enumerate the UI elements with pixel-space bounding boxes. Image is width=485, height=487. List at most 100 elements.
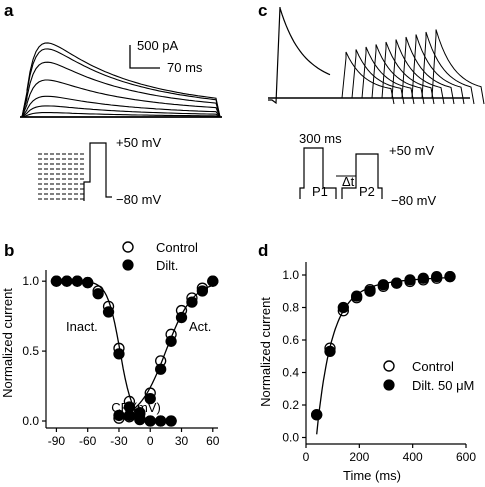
panel-d-y-tick-label: 0.0 bbox=[282, 431, 299, 445]
panel-d-x-tick-label: 600 bbox=[456, 450, 476, 464]
panel-a-protocol-high: +50 mV bbox=[116, 135, 161, 150]
panel-d-y-tick-label: 0.2 bbox=[282, 398, 299, 412]
panel-d-dilt-point bbox=[337, 301, 349, 314]
panel-a-scale-current: 500 pA bbox=[137, 38, 179, 53]
panel-b-act-fit-curve bbox=[118, 284, 214, 418]
panel-b-dilt-point bbox=[102, 306, 115, 318]
panel-c-p2-trace bbox=[421, 31, 475, 105]
panel-b-act-annotation: Act. bbox=[189, 319, 211, 334]
panel-d-legend-open-marker bbox=[383, 360, 395, 372]
panel-d-dilt-point bbox=[431, 270, 443, 283]
panel-b-inact-annotation: Inact. bbox=[66, 319, 98, 334]
panel-b-xlabel: CP (mV) bbox=[111, 400, 161, 415]
panel-b-legend-filled-marker bbox=[122, 259, 134, 271]
panel-b-dilt-point bbox=[82, 276, 94, 289]
panel-b-legend-control: Control bbox=[156, 240, 198, 255]
panel-c-letter: c bbox=[258, 1, 267, 20]
panel-d-fit-curve bbox=[316, 277, 450, 435]
panel-d-dilt-point bbox=[377, 279, 389, 291]
panel-b-dilt-point bbox=[92, 288, 104, 300]
panel-c-p2-trace bbox=[361, 46, 415, 105]
panel-b-letter: b bbox=[4, 241, 14, 260]
panel-a-protocol-low: −80 mV bbox=[116, 192, 161, 207]
panel-d-letter: d bbox=[258, 241, 268, 260]
panel-a-current-traces bbox=[20, 42, 222, 118]
panel-a-test-pulse bbox=[83, 142, 112, 201]
panel-c-p2-trace bbox=[401, 36, 455, 105]
panel-d-dilt-point bbox=[444, 270, 456, 283]
panel-d-x-tick-label: 200 bbox=[349, 450, 369, 464]
panel-b-dilt-point bbox=[113, 348, 125, 360]
panel-d-dilt-point bbox=[417, 272, 429, 284]
panel-a-trace bbox=[21, 42, 221, 118]
panel-b-dilt-point bbox=[186, 296, 198, 308]
panel-c-p2-trace bbox=[431, 29, 485, 105]
panel-b-x-tick-label: 0 bbox=[147, 434, 154, 448]
panel-b-y-tick-label: 0.0 bbox=[22, 414, 39, 428]
panel-d-chart: 0 200 400 600 0.0 0.2 0.4 0.6 0.8 1.0 bbox=[282, 262, 476, 464]
panel-d-ylabel: Normalized current bbox=[258, 297, 273, 407]
panel-c-p2-pulse bbox=[341, 153, 383, 199]
panel-b: b -90 -60 -30 0 30 60 0.0 0.5 1.0 CP (mV) Normal… bbox=[0, 240, 220, 448]
panel-c-p2-trace bbox=[341, 51, 395, 105]
panel-d-legend-control: Control bbox=[412, 359, 454, 374]
panel-b-x-tick-label: -30 bbox=[110, 434, 128, 448]
panel-c-interval-label: Δt bbox=[342, 174, 355, 189]
panel-b-dilt-point bbox=[165, 415, 177, 427]
panel-c-pulse-duration: 300 ms bbox=[299, 131, 342, 146]
panel-b-dilt-point bbox=[50, 275, 63, 287]
panel-a-trace bbox=[21, 61, 221, 118]
panel-a-trace bbox=[21, 95, 221, 118]
panel-d-legend-filled-marker bbox=[383, 379, 395, 391]
panel-d-x-tick-label: 0 bbox=[303, 450, 310, 464]
panel-c-p2-trace bbox=[381, 41, 435, 105]
panel-d-dilt-point bbox=[324, 345, 336, 358]
panel-b-ylabel: Normalized current bbox=[0, 288, 15, 398]
panel-c-protocol-high: +50 mV bbox=[389, 143, 434, 158]
panel-c-p2-trace bbox=[351, 49, 405, 105]
panel-b-dilt-point bbox=[71, 275, 83, 287]
panel-b-dilt-point bbox=[134, 406, 146, 419]
panel-d: d 0 200 400 600 0.0 0.2 0.4 0.6 0.8 1.0 Time (ms)… bbox=[258, 241, 476, 483]
panel-c-protocol-low: −80 mV bbox=[391, 193, 436, 208]
panel-b-legend-open-marker bbox=[122, 241, 134, 253]
panel-d-dilt-point bbox=[364, 285, 376, 297]
panel-b-x-tick-label: 60 bbox=[206, 434, 220, 448]
panel-a-trace bbox=[21, 48, 221, 118]
panel-a: a 500 pA 70 ms +50 mV −80 mV bbox=[4, 1, 222, 207]
panel-b-x-tick-label: -60 bbox=[79, 434, 97, 448]
panel-c-p1-label: P1 bbox=[312, 184, 328, 199]
panel-b-legend: Control Dilt. bbox=[122, 240, 198, 273]
panel-d-y-tick-label: 0.4 bbox=[282, 366, 299, 380]
panel-a-trace bbox=[21, 79, 221, 118]
panel-d-legend: Control Dilt. 50 μM bbox=[383, 359, 474, 393]
panel-d-dilt-point bbox=[404, 274, 416, 286]
panel-a-trace bbox=[21, 105, 221, 118]
panel-d-x-tick-label: 400 bbox=[403, 450, 423, 464]
panel-c-voltage-protocol bbox=[299, 147, 383, 199]
panel-c: c 300 ms Δt P1 P2 +50 mV −80 mV bbox=[258, 1, 485, 208]
panel-c-p2-trace bbox=[391, 39, 445, 105]
panel-c-p2-label: P2 bbox=[359, 184, 375, 199]
panel-c-p1-trace bbox=[268, 6, 331, 105]
panel-d-xlabel: Time (ms) bbox=[343, 468, 401, 483]
panel-c-current-traces bbox=[268, 6, 485, 105]
panel-b-legend-dilt: Dilt. bbox=[156, 258, 178, 273]
panel-d-dilt-point bbox=[351, 290, 363, 302]
panel-b-dilt-point bbox=[155, 415, 167, 427]
panel-b-dilt-point bbox=[144, 392, 156, 405]
panel-b-y-tick-label: 0.5 bbox=[22, 344, 39, 358]
panel-a-letter: a bbox=[4, 1, 14, 20]
panel-b-x-tick-label: 30 bbox=[175, 434, 189, 448]
panel-b-dilt-point bbox=[123, 409, 136, 422]
panel-d-y-tick-label: 1.0 bbox=[282, 268, 299, 282]
panel-b-y-tick-label: 1.0 bbox=[22, 274, 39, 288]
panel-b-dilt-point bbox=[175, 311, 188, 324]
panel-b-x-tick-label: -90 bbox=[48, 434, 66, 448]
panel-b-dilt-point bbox=[61, 275, 73, 287]
panel-d-dilt-point bbox=[311, 409, 323, 421]
panel-b-dilt-point bbox=[196, 285, 209, 297]
panel-d-y-tick-label: 0.6 bbox=[282, 333, 299, 347]
panel-c-p1-pulse bbox=[299, 147, 337, 199]
